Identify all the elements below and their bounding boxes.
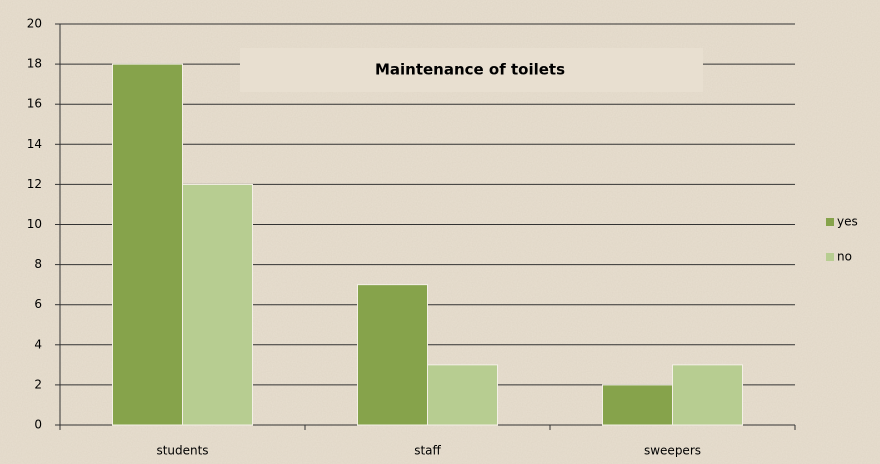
y-tick-label: 4	[34, 337, 42, 351]
x-tick-label: students	[156, 444, 208, 458]
legend-swatch	[826, 253, 834, 261]
y-tick-label: 20	[27, 17, 42, 31]
y-tick-label: 16	[27, 97, 42, 111]
bar	[112, 63, 183, 426]
chart-title: Maintenance of toilets	[375, 61, 565, 79]
bar	[357, 284, 428, 426]
y-tick-label: 10	[27, 217, 42, 231]
y-tick-label: 0	[34, 418, 42, 432]
y-tick-label: 2	[34, 377, 42, 391]
y-tick-label: 6	[34, 297, 42, 311]
y-tick-label: 18	[27, 57, 42, 71]
bar	[672, 364, 743, 426]
legend-swatch	[826, 218, 834, 226]
legend-label: no	[837, 250, 852, 264]
x-tick-label: sweepers	[644, 444, 701, 458]
y-tick-label: 14	[27, 137, 42, 151]
bar	[602, 384, 673, 426]
x-tick-label: staff	[414, 444, 441, 458]
y-tick-label: 12	[27, 177, 42, 191]
title-box	[240, 48, 703, 92]
y-tick-label: 8	[34, 257, 42, 271]
bar	[182, 183, 253, 426]
bar	[427, 364, 498, 426]
legend-label: yes	[837, 215, 858, 229]
